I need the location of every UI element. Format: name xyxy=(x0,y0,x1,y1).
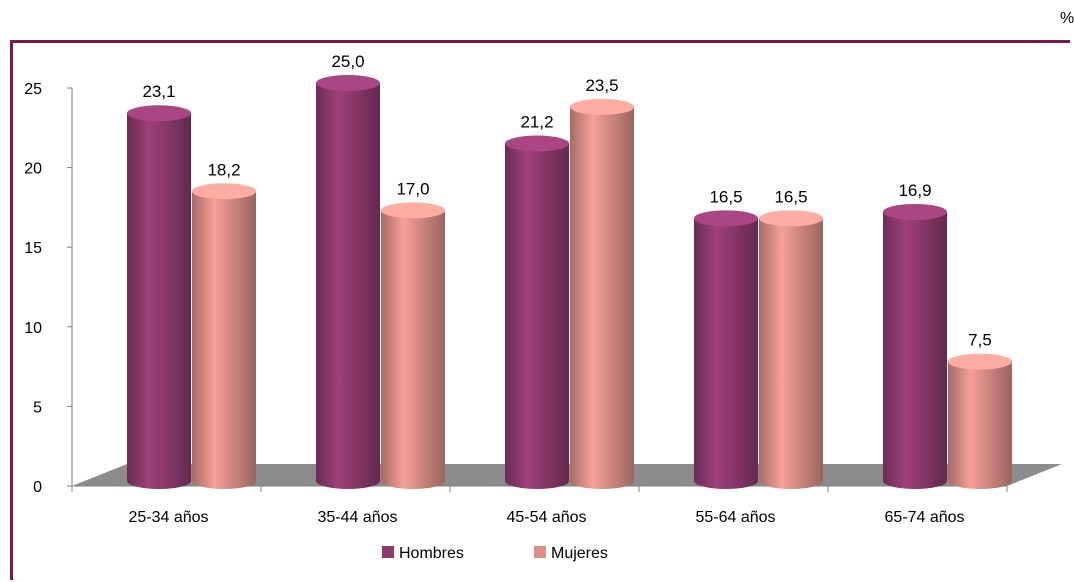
data-label: 16,5 xyxy=(709,187,742,206)
data-label: 16,9 xyxy=(898,181,931,200)
legend-swatch-hombres xyxy=(382,546,394,558)
bar-top xyxy=(316,75,380,91)
bar-mujeres-1 xyxy=(381,202,445,490)
bar-body xyxy=(381,210,445,490)
bar-top xyxy=(381,202,445,219)
bar-top xyxy=(948,353,1012,370)
bar-hombres-2 xyxy=(505,135,569,489)
data-label: 7,5 xyxy=(968,331,992,350)
bar-body xyxy=(192,191,256,490)
bar-mujeres-0 xyxy=(192,183,256,490)
data-label: 21,2 xyxy=(520,112,553,131)
y-tick-label: 5 xyxy=(33,399,42,416)
x-tick-label: 65-74 años xyxy=(884,509,964,526)
data-label: 23,1 xyxy=(142,82,175,101)
bar-body xyxy=(948,361,1012,489)
y-tick-label: 0 xyxy=(33,479,42,496)
bar-top xyxy=(694,210,758,227)
x-tick-label: 35-44 años xyxy=(317,509,397,526)
legend-swatch-mujeres xyxy=(534,546,546,558)
data-label: 25,0 xyxy=(331,52,364,71)
x-tick-label: 25-34 años xyxy=(128,509,208,526)
bar-mujeres-3 xyxy=(759,210,823,489)
bar-mujeres-2 xyxy=(570,98,634,489)
bar-top xyxy=(192,183,256,200)
bar-hombres-1 xyxy=(316,75,380,489)
legend-label-mujeres: Mujeres xyxy=(551,545,608,562)
bar-body xyxy=(883,211,947,489)
bar-body xyxy=(505,143,569,489)
data-label: 18,2 xyxy=(207,160,240,179)
data-label: 23,5 xyxy=(585,76,618,95)
bar-hombres-0 xyxy=(127,105,191,490)
bar-mujeres-4 xyxy=(948,353,1012,489)
bar-top xyxy=(127,105,191,122)
x-tick-label: 45-54 años xyxy=(506,509,586,526)
chart-frame xyxy=(10,40,1070,580)
legend-label-hombres: Hombres xyxy=(399,545,464,562)
unit-label: % xyxy=(1060,10,1074,27)
bar-top xyxy=(759,210,823,227)
bar-body xyxy=(570,106,634,489)
y-tick-label: 10 xyxy=(24,320,42,337)
bar-body xyxy=(759,218,823,489)
x-tick-label: 55-64 años xyxy=(695,509,775,526)
bar-body xyxy=(127,113,191,490)
y-tick-label: 15 xyxy=(24,240,42,257)
bar-top xyxy=(570,98,634,115)
bar-body xyxy=(316,83,380,489)
bar-top xyxy=(883,203,947,220)
bar-body xyxy=(694,218,758,489)
bar-hombres-4 xyxy=(883,203,947,489)
bar-top xyxy=(505,135,569,152)
y-tick-label: 25 xyxy=(24,81,42,98)
y-tick-label: 20 xyxy=(24,161,42,178)
data-label: 17,0 xyxy=(396,179,429,198)
data-label: 16,5 xyxy=(774,187,807,206)
bar-hombres-3 xyxy=(694,210,758,489)
